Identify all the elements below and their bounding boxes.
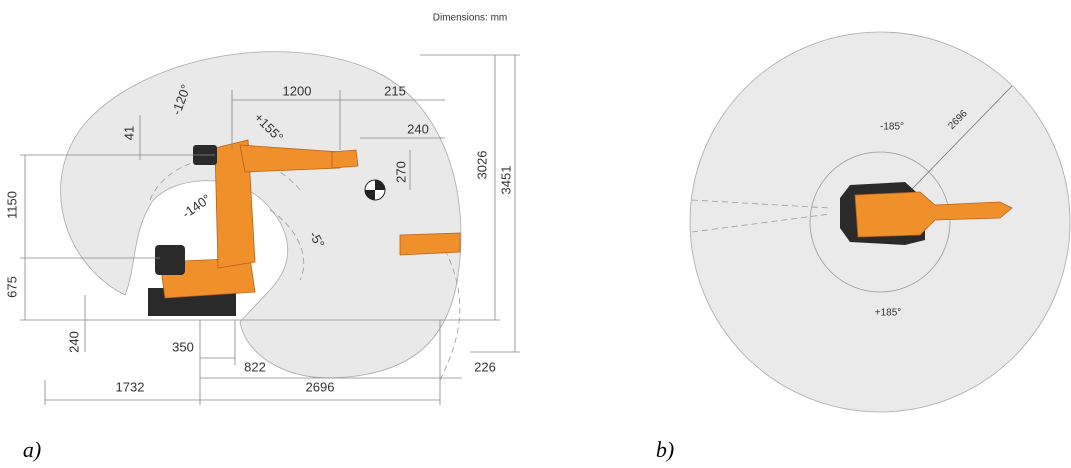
angle-label: +185°	[875, 308, 902, 319]
robot-reach-pose	[400, 233, 460, 255]
dimension-label: 41	[121, 126, 136, 140]
angle-label: -140°	[179, 191, 213, 221]
dimension-label: 350	[172, 339, 194, 354]
dimension-label: 240	[407, 121, 429, 136]
dimension-label: 226	[474, 359, 496, 374]
caption: b)	[656, 437, 674, 462]
dimension-label: 2696	[306, 379, 335, 394]
dimension-label: 1200	[283, 83, 312, 98]
dimension-label: 3026	[474, 151, 489, 180]
dimension-label: 675	[4, 276, 19, 298]
robot-wrist	[332, 150, 358, 168]
dimension-label: 1150	[4, 191, 19, 219]
caption: a)	[23, 437, 41, 462]
dimension-label: 3451	[498, 166, 513, 195]
dimension-label: 822	[244, 359, 266, 374]
dimension-label: 240	[66, 331, 81, 353]
dimension-label: 215	[384, 83, 406, 98]
workspace-area	[61, 52, 461, 378]
dimension-label: 1732	[116, 379, 145, 394]
robot-motor	[155, 245, 185, 275]
panel-a: Dimensions: mm 1200 215 240 41 -120° +15…	[4, 13, 520, 462]
angle-label: -185°	[880, 122, 904, 133]
panel-b: -185° 2696 +185° b)	[656, 32, 1070, 462]
dimension-label: 270	[393, 161, 408, 183]
figure: Dimensions: mm 1200 215 240 41 -120° +15…	[0, 0, 1071, 468]
units-note: Dimensions: mm	[433, 13, 507, 24]
